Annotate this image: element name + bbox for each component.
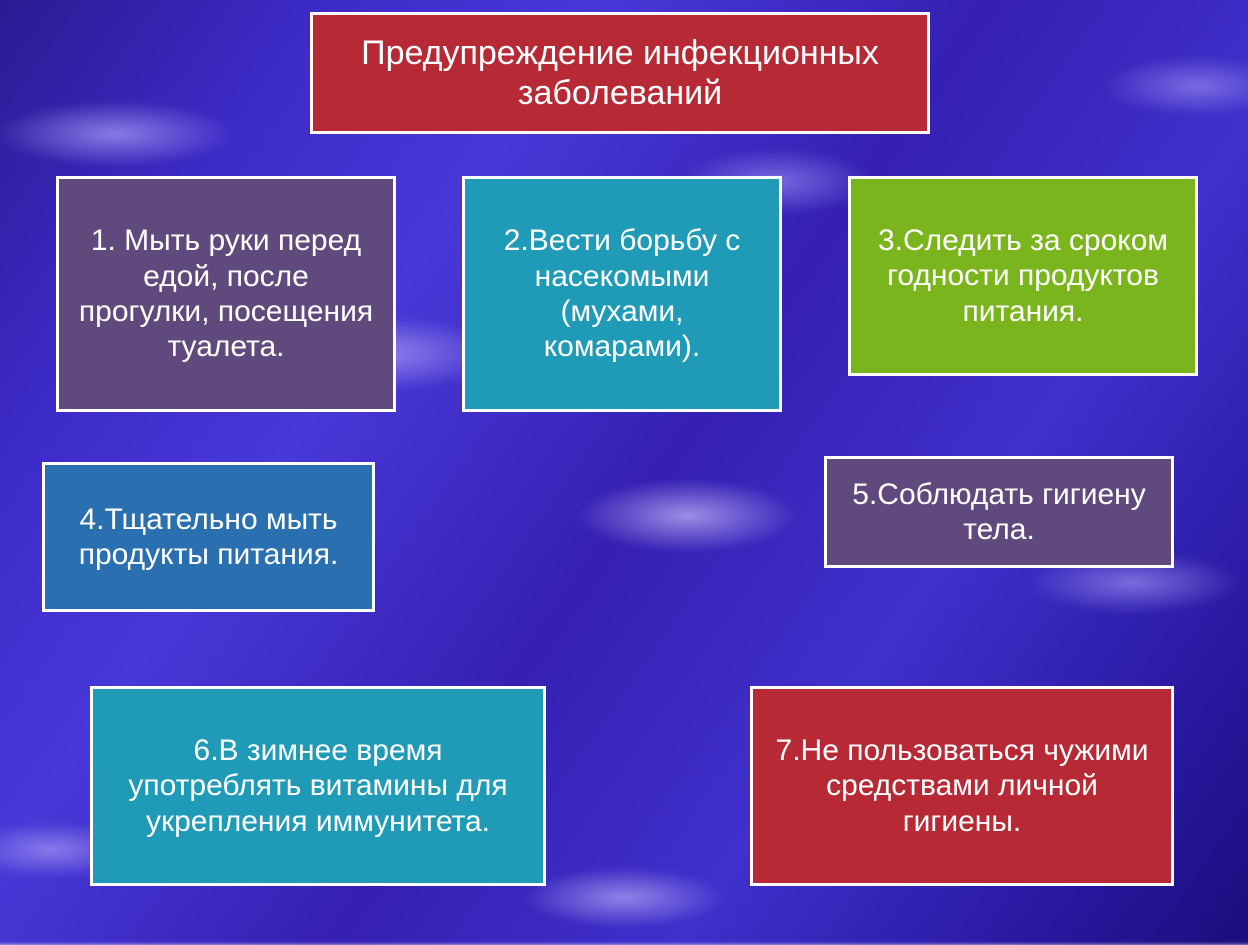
- item-box-fight-insects: 2.Вести борьбу с насекомыми (мухами, ком…: [462, 176, 782, 412]
- item-text-wash-food: 4.Тщательно мыть продукты питания.: [63, 502, 354, 573]
- item-text-personal-items: 7.Не пользоваться чужими средствами личн…: [771, 733, 1153, 839]
- title-text: Предупреждение инфекционных заболеваний: [331, 33, 909, 113]
- item-text-fight-insects: 2.Вести борьбу с насекомыми (мухами, ком…: [483, 223, 761, 365]
- item-box-body-hygiene: 5.Соблюдать гигиену тела.: [824, 456, 1174, 568]
- item-text-vitamins: 6.В зимнее время употреблять витамины дл…: [111, 733, 525, 839]
- item-box-wash-hands: 1. Мыть руки перед едой, после прогулки,…: [56, 176, 396, 412]
- item-box-expiry-dates: 3.Следить за сроком годности продуктов п…: [848, 176, 1198, 376]
- item-box-wash-food: 4.Тщательно мыть продукты питания.: [42, 462, 375, 612]
- item-text-wash-hands: 1. Мыть руки перед едой, после прогулки,…: [77, 223, 375, 365]
- item-text-expiry-dates: 3.Следить за сроком годности продуктов п…: [869, 223, 1177, 329]
- item-text-body-hygiene: 5.Соблюдать гигиену тела.: [845, 477, 1153, 548]
- item-box-vitamins: 6.В зимнее время употреблять витамины дл…: [90, 686, 546, 886]
- title-box: Предупреждение инфекционных заболеваний: [310, 12, 930, 134]
- item-box-personal-items: 7.Не пользоваться чужими средствами личн…: [750, 686, 1174, 886]
